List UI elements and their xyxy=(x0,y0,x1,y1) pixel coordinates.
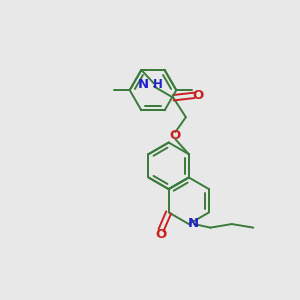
Text: H: H xyxy=(153,78,163,92)
Text: O: O xyxy=(155,228,167,241)
Text: O: O xyxy=(170,129,181,142)
Text: N: N xyxy=(188,217,199,230)
Text: N: N xyxy=(137,78,148,92)
Text: O: O xyxy=(193,89,204,102)
